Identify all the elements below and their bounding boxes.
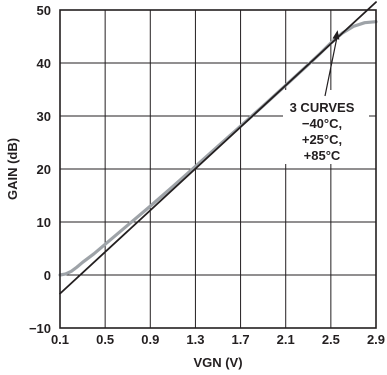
x-tick-label: 2.9 (367, 332, 385, 347)
y-tick-label: 20 (37, 162, 51, 177)
x-tick-label: 2.5 (322, 332, 340, 347)
annotation-arrow (324, 34, 339, 97)
x-tick-label: 1.3 (186, 332, 204, 347)
series-line-1 (59, 1, 377, 295)
x-tick-label: 2.1 (277, 332, 295, 347)
x-axis-title: VGN (V) (193, 355, 242, 370)
plot-frame (59, 9, 377, 329)
annotation-line-2: +25°C, (302, 132, 342, 147)
y-tick-label: 40 (37, 56, 51, 71)
annotation-arrowhead (332, 30, 340, 40)
annotation-line-1: −40°C, (302, 116, 342, 131)
y-axis-title: GAIN (dB) (5, 138, 20, 200)
y-tick-label: −10 (29, 321, 51, 336)
x-tick-label: 0.9 (141, 332, 159, 347)
y-tick-labels: −10 0 10 20 30 40 50 (29, 3, 51, 336)
annotation-line-0: 3 CURVES (290, 100, 355, 115)
annotation-line-3: +85°C (304, 148, 341, 163)
y-tick-label: 50 (37, 3, 51, 18)
x-tick-label: 1.7 (232, 332, 250, 347)
annotations: 3 CURVES−40°C,+25°C,+85°C (283, 30, 369, 164)
annotation-box (283, 90, 369, 164)
x-tick-labels: 0.1 0.5 0.9 1.3 1.7 2.1 2.5 2.9 (51, 332, 385, 347)
y-tick-label: 0 (44, 268, 51, 283)
x-tick-label: 0.1 (51, 332, 69, 347)
y-tick-label: 10 (37, 215, 51, 230)
x-tick-label: 0.5 (96, 332, 114, 347)
y-tick-label: 30 (37, 109, 51, 124)
